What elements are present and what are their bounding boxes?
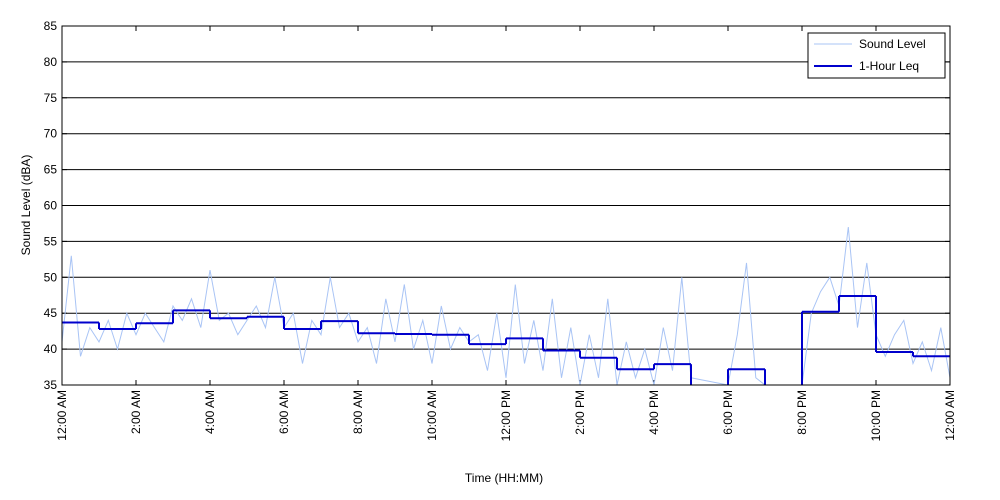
x-tick-label: 12:00 AM <box>943 390 957 441</box>
leq-series <box>62 294 950 385</box>
x-tick-label: 6:00 AM <box>277 390 291 434</box>
y-tick-label: 35 <box>44 378 58 392</box>
x-tick-label: 6:00 PM <box>721 390 735 435</box>
x-tick-label: 10:00 PM <box>869 390 883 441</box>
x-tick-label: 12:00 PM <box>499 390 513 441</box>
y-tick-label: 70 <box>44 127 58 141</box>
x-tick-label: 8:00 AM <box>351 390 365 434</box>
x-tick-label: 4:00 AM <box>203 390 217 434</box>
x-tick-label: 2:00 AM <box>129 390 143 434</box>
y-tick-label: 85 <box>44 19 58 33</box>
y-tick-label: 40 <box>44 342 58 356</box>
y-tick-label: 65 <box>44 163 58 177</box>
legend-box <box>807 32 946 79</box>
y-tick-label: 80 <box>44 55 58 69</box>
y-tick-label: 50 <box>44 270 58 284</box>
legend-label-leq: 1-Hour Leq <box>859 59 919 73</box>
y-tick-label: 75 <box>44 91 58 105</box>
x-tick-label: 12:00 AM <box>55 390 69 441</box>
sound-level-line <box>62 226 950 385</box>
legend: Sound Level 1-Hour Leq <box>807 32 946 79</box>
gridlines <box>62 61 950 350</box>
y-tick-label: 55 <box>44 234 58 248</box>
x-tick-label: 2:00 PM <box>573 390 587 435</box>
legend-label-sound-level: Sound Level <box>859 37 926 51</box>
y-tick-label: 45 <box>44 306 58 320</box>
x-tick-label: 8:00 PM <box>795 390 809 435</box>
x-tick-label: 10:00 AM <box>425 390 439 441</box>
sound-level-series <box>62 226 950 385</box>
y-tick-labels: 35 40 45 50 55 60 65 70 75 80 85 <box>44 19 58 392</box>
x-axis-label: Time (HH:MM) <box>465 471 543 485</box>
x-tick-labels: 12:00 AM 2:00 AM 4:00 AM 6:00 AM 8:00 AM 10:0… <box>55 390 957 441</box>
plot-frame <box>61 25 951 386</box>
y-tick-label: 60 <box>44 199 58 213</box>
x-tick-label: 4:00 PM <box>647 390 661 435</box>
y-axis-label: Sound Level (dBA) <box>19 155 33 256</box>
